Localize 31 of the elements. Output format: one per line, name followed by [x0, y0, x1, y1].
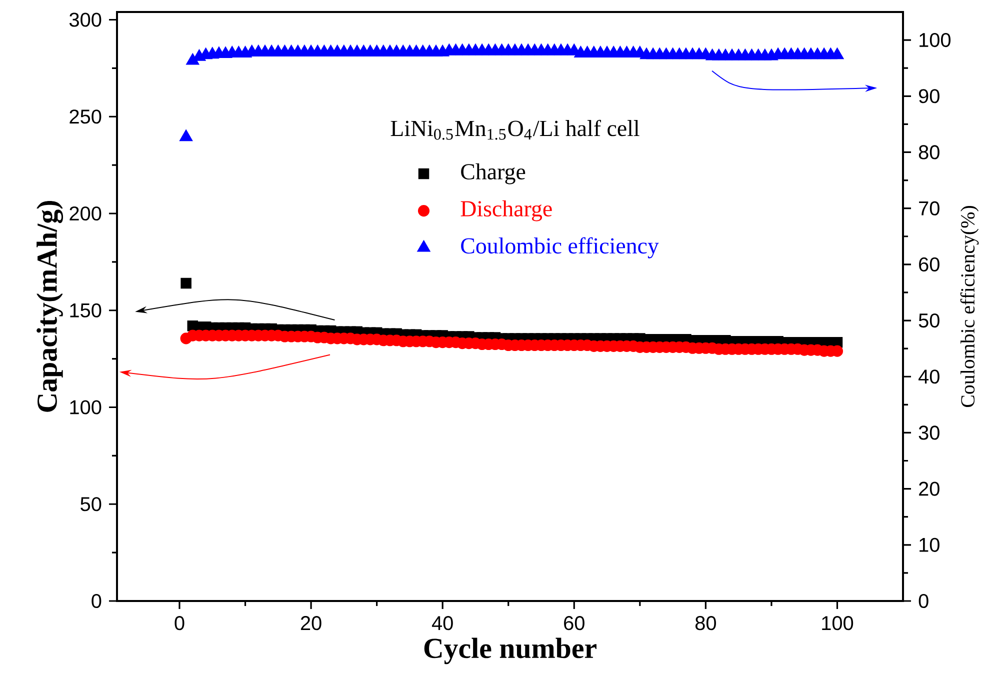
y-axis-title: Capacity(mAh/g): [36, 201, 64, 412]
y2-tick-label: 60: [919, 257, 940, 272]
y-tick-label: 50: [80, 497, 102, 512]
y2-axis-title: Coulombic efficiency(%): [960, 206, 979, 408]
y-tick-label: 0: [92, 594, 102, 608]
y-tick-label: 150: [70, 303, 102, 318]
y-tick-label: 100: [70, 400, 102, 414]
y2-tick-label: 20: [919, 482, 940, 496]
y2-tick-label: 50: [918, 313, 940, 328]
x-tick-label: 0: [174, 616, 184, 630]
y-tick-label: 300: [69, 12, 102, 27]
y2-tick-label: 100: [920, 32, 951, 48]
y2-tick-label: 0: [918, 594, 928, 608]
x-axis-title: Cycle number: [424, 638, 596, 664]
legend-title: LiNi$_{0.5}$Mn$_{1.5}$O$_{4}$/Li half cell: [390, 120, 640, 140]
y2-tick-label: 70: [919, 201, 940, 216]
y-tick-label: 200: [70, 206, 102, 221]
y2-tick-label: 80: [918, 145, 940, 160]
y2-tick-label: 90: [918, 89, 940, 104]
x-tick-label: 100: [822, 616, 854, 630]
y2-tick-label: 40: [918, 370, 940, 384]
legend-label: Coulombic efficiency: [461, 237, 659, 258]
x-tick-label: 20: [300, 616, 322, 630]
y2-tick-label: 30: [918, 426, 940, 440]
y2-tick-label: 10: [920, 538, 940, 552]
legend-label: Discharge: [460, 200, 552, 222]
x-tick-label: 60: [564, 616, 584, 630]
x-tick-label: 80: [695, 616, 716, 630]
x-tick-label: 40: [432, 616, 453, 630]
legend-label: Charge: [461, 163, 526, 184]
y-tick-label: 250: [70, 110, 102, 124]
